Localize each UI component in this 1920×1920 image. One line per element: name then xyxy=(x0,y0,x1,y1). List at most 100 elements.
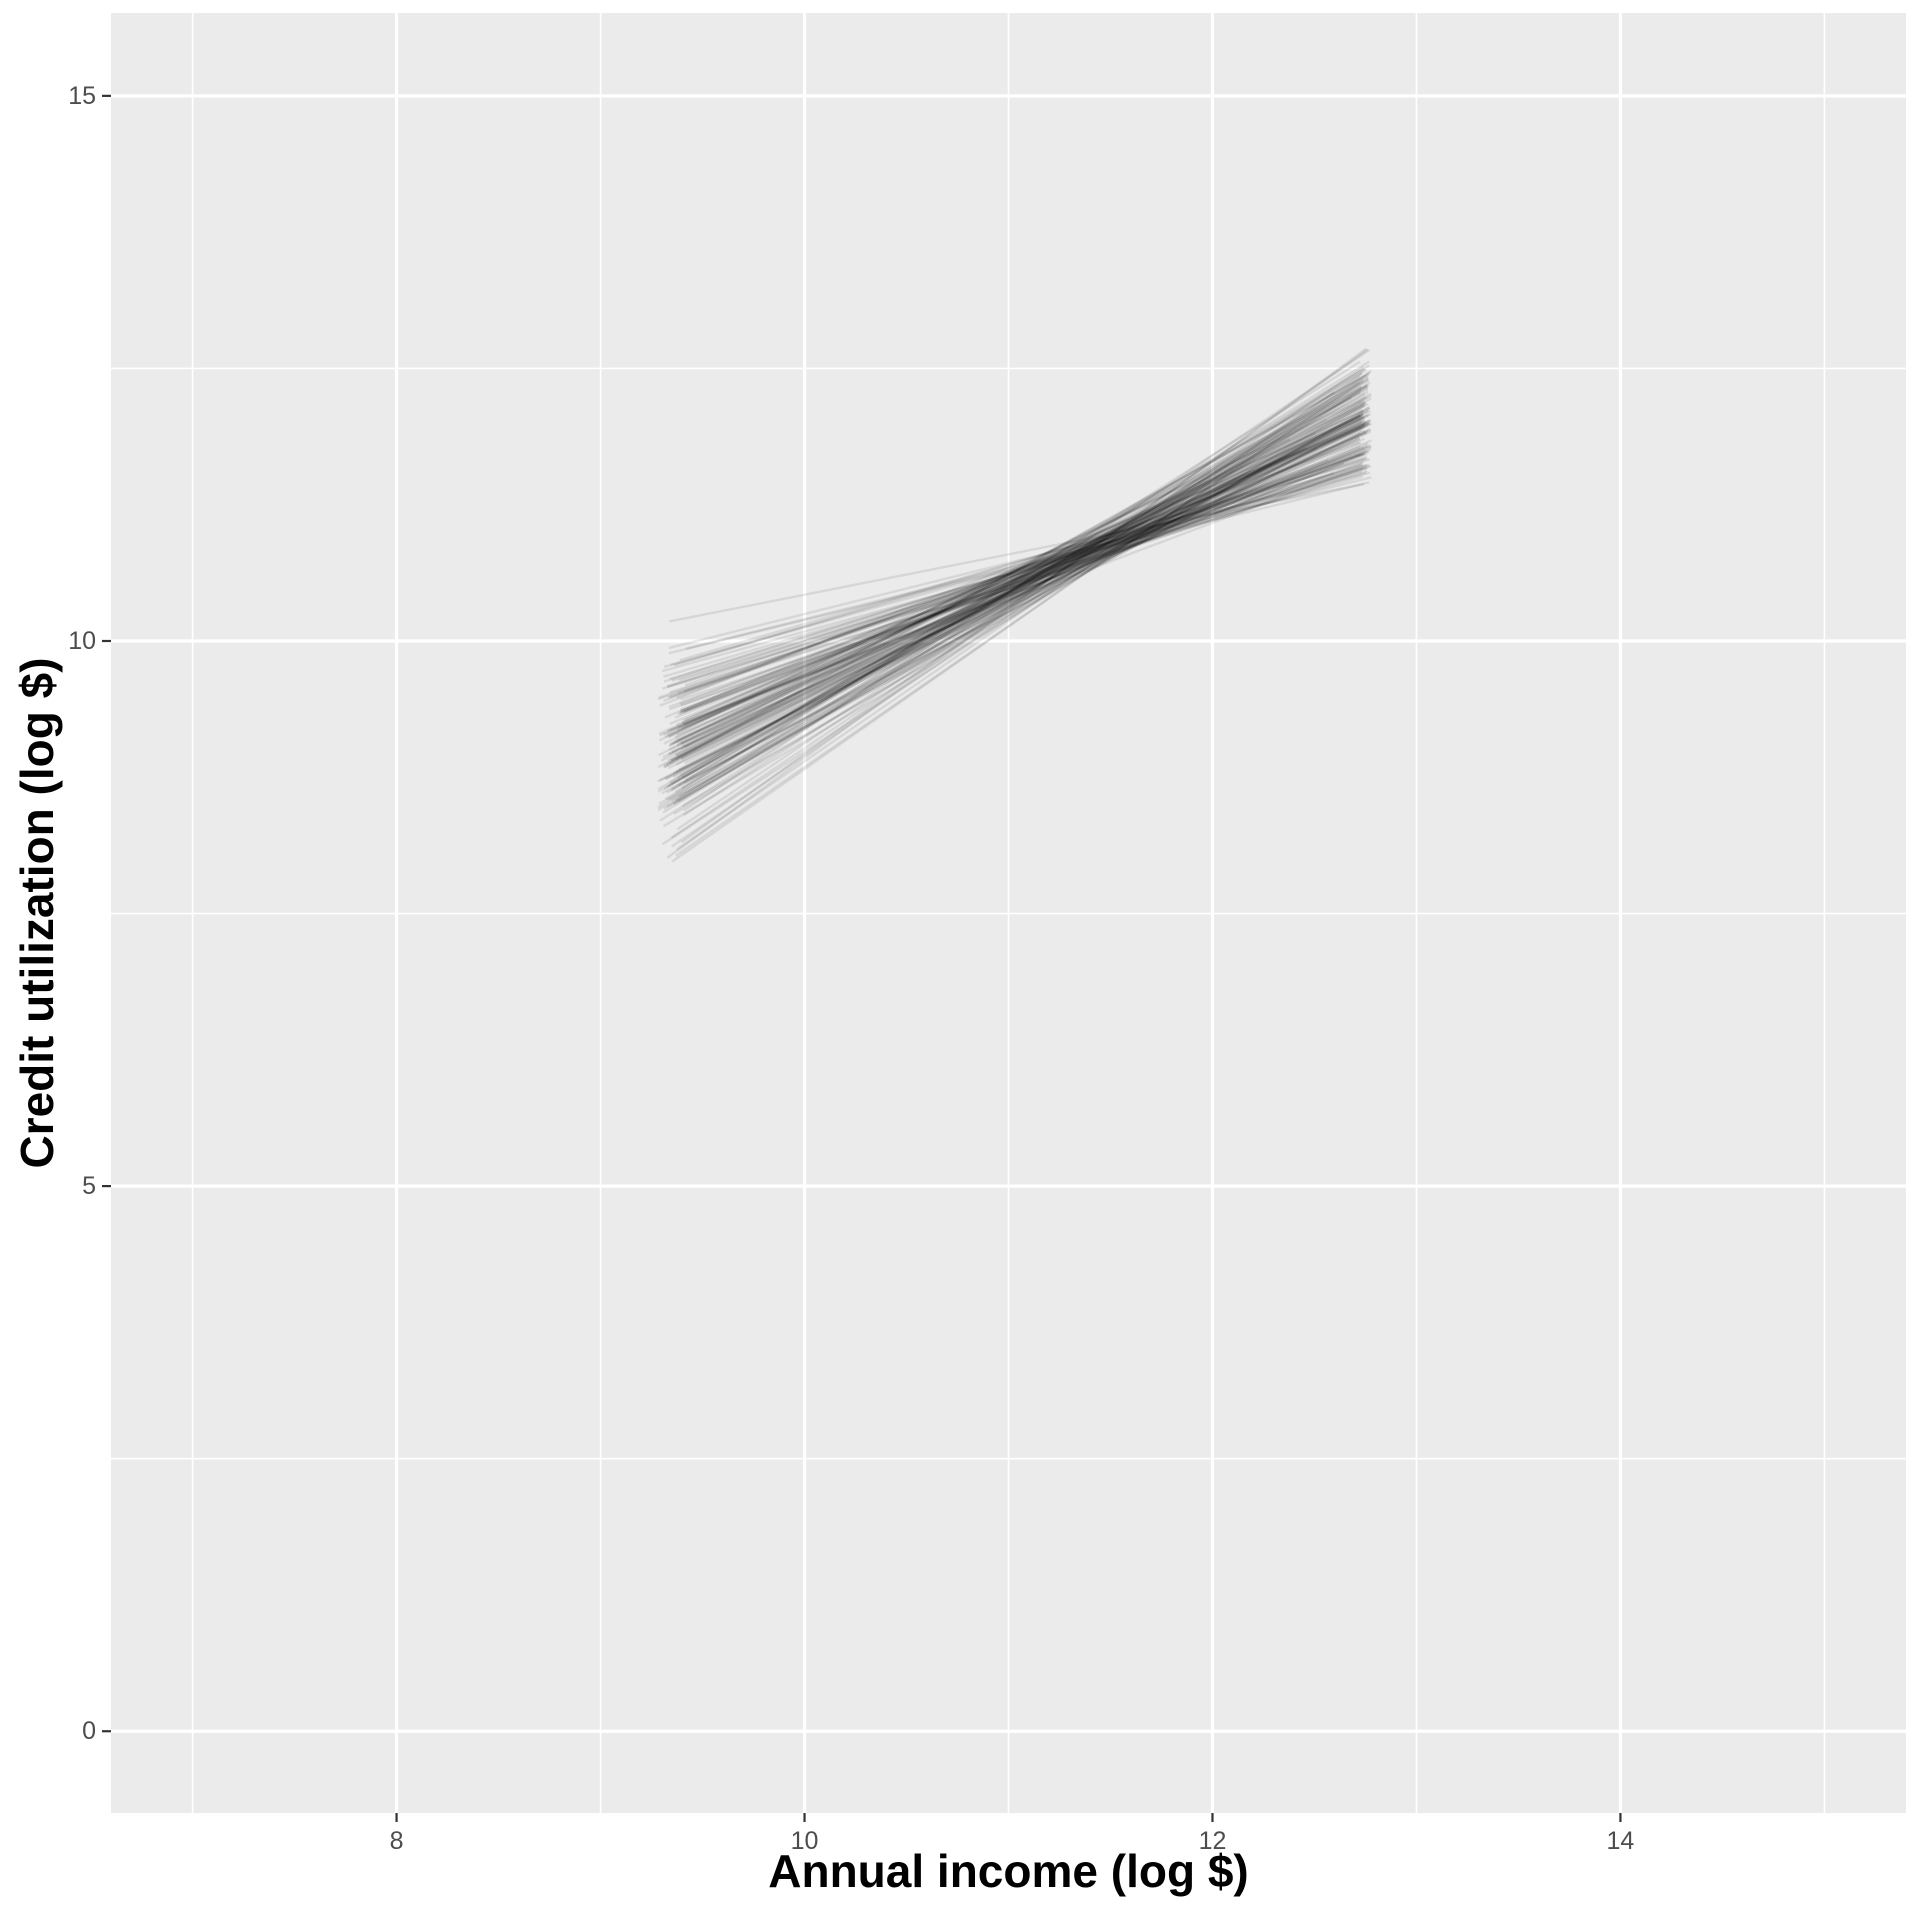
regression-draw-line xyxy=(669,402,1367,746)
regression-draw-line xyxy=(666,457,1365,688)
regression-draw-line xyxy=(680,414,1368,745)
regression-draw-line xyxy=(665,373,1370,766)
regression-draw-line xyxy=(669,466,1367,699)
regression-draw-line xyxy=(659,375,1361,822)
regression-draw-line xyxy=(669,462,1364,694)
regression-draw-line xyxy=(668,371,1364,787)
regression-draw-line xyxy=(662,424,1369,759)
regression-draw-line xyxy=(673,435,1360,743)
regression-draw-line xyxy=(678,419,1365,798)
regression-draw-line xyxy=(670,396,1368,785)
regression-draw-line xyxy=(669,453,1365,732)
regression-draw-line xyxy=(681,422,1372,748)
y-axis-title: Credit utilization (log $) xyxy=(11,657,63,1169)
regression-draw-line xyxy=(680,348,1369,844)
regression-draw-line xyxy=(680,443,1371,713)
regression-draw-line xyxy=(668,418,1366,751)
regression-draw-line xyxy=(664,367,1366,801)
regression-draw-line xyxy=(662,385,1369,814)
regression-draw-line xyxy=(666,414,1362,794)
regression-draw-line xyxy=(684,383,1370,749)
regression-draw-line xyxy=(668,445,1372,709)
regression-draw-line xyxy=(663,402,1369,767)
x-tick-label: 10 xyxy=(790,1827,819,1855)
regression-draw-line xyxy=(669,400,1363,762)
regression-draw-line xyxy=(664,447,1308,738)
regression-draw-line xyxy=(657,419,1372,783)
regression-draw-line xyxy=(668,471,1371,650)
regression-draw-line xyxy=(668,481,1370,655)
regression-draw-line xyxy=(674,360,1370,794)
regression-draw-line xyxy=(663,430,1372,769)
regression-draw-line xyxy=(676,442,1369,747)
regression-draw-line xyxy=(676,422,1371,741)
regression-draw-line xyxy=(677,406,1371,729)
regression-draw-line xyxy=(670,409,1369,792)
regression-draw-line xyxy=(663,464,1364,669)
regression-draw-line xyxy=(674,455,1368,667)
regression-draw-line xyxy=(671,386,1363,790)
regression-draw-line xyxy=(670,413,1372,762)
regression-draw-line xyxy=(684,381,1371,781)
regression-draw-line xyxy=(657,402,1366,769)
regression-draw-line xyxy=(680,465,1372,701)
regression-draw-line xyxy=(663,364,1371,791)
y-tick-label: 0 xyxy=(82,1717,96,1746)
regression-draw-line xyxy=(684,419,1370,722)
regression-draw-line xyxy=(682,461,1345,725)
regression-draw-line xyxy=(663,457,1368,683)
regression-draw-line xyxy=(668,418,1328,748)
regression-draw-line xyxy=(679,449,1370,715)
regression-draw-line xyxy=(663,441,1360,703)
regression-draw-line xyxy=(676,366,1365,831)
regression-draw-line xyxy=(683,421,1368,727)
regression-draw-line xyxy=(658,407,1371,805)
regression-draw-line xyxy=(667,452,1364,699)
regression-draw-line xyxy=(665,414,1364,781)
regression-draw-line xyxy=(668,415,1365,738)
regression-draw-line xyxy=(666,402,1367,808)
regression-draw-line xyxy=(683,371,1371,817)
regression-draw-line xyxy=(658,410,1364,735)
regression-draw-line xyxy=(674,422,1366,761)
regression-draw-line xyxy=(683,431,1368,712)
regression-draw-line xyxy=(680,460,1365,707)
regression-draw-line xyxy=(661,384,1368,846)
regression-draw-line xyxy=(667,360,1361,801)
regression-draw-line xyxy=(684,449,1367,687)
regression-draw-line xyxy=(659,426,1363,707)
regression-draw-line xyxy=(663,406,1370,810)
regression-draw-line xyxy=(680,450,1369,714)
regression-draw-line xyxy=(657,469,1368,701)
regression-draw-line xyxy=(658,394,1372,742)
regression-draw-line xyxy=(672,417,1365,775)
regression-draw-line xyxy=(661,475,1363,673)
regression-draw-line xyxy=(677,451,1366,694)
regression-draw-line xyxy=(667,428,1372,762)
regression-draw-line xyxy=(673,383,1369,806)
regression-draw-line xyxy=(674,445,1361,719)
regression-draw-line xyxy=(676,437,1365,699)
regression-draw-line xyxy=(657,392,1366,793)
regression-draw-line xyxy=(658,452,1366,699)
regression-draw-line xyxy=(669,472,1335,681)
regression-draw-line xyxy=(677,399,1365,803)
regression-draw-line xyxy=(683,400,1367,765)
regression-draw-line xyxy=(669,413,1364,746)
regression-draw-line xyxy=(659,422,1370,737)
regression-draw-line xyxy=(673,397,1372,815)
regression-draw-line xyxy=(661,422,1370,795)
regression-draw-line xyxy=(675,438,1291,757)
regression-draw-line xyxy=(676,412,1364,759)
x-tick-label: 14 xyxy=(1606,1827,1635,1855)
regression-draw-line xyxy=(666,347,1367,859)
regression-draw-line xyxy=(658,447,1318,782)
regression-draw-line xyxy=(671,378,1364,863)
regression-draw-line xyxy=(667,421,1362,756)
regression-draw-line xyxy=(665,391,1361,788)
regression-draw-line xyxy=(681,452,1368,725)
regression-draw-line xyxy=(675,413,1363,766)
regression-draw-line xyxy=(668,462,1362,711)
